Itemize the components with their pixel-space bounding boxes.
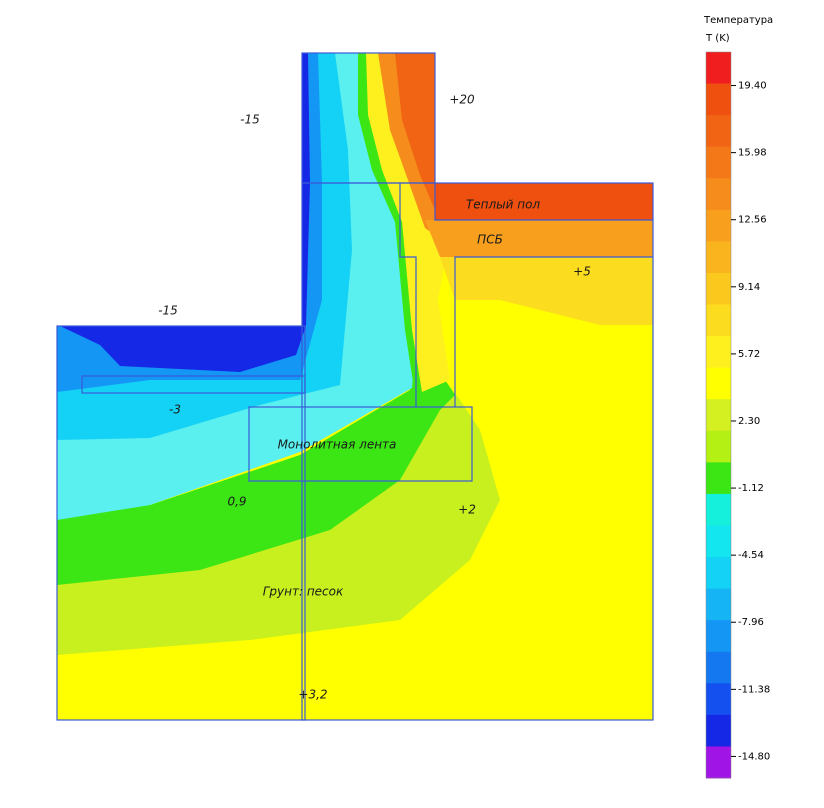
annotation: ПСБ (477, 233, 503, 247)
annotation: +20 (449, 93, 475, 107)
colorbar-band (706, 336, 731, 369)
left-outline (56, 325, 306, 721)
colorbar-tick-label: -4.54 (738, 550, 764, 561)
colorbar-tick-label: -7.96 (738, 617, 764, 628)
colorbar-band (706, 557, 731, 590)
field-light-orange (440, 257, 653, 325)
colorbar-band (706, 430, 731, 463)
colorbar-tick-label: 15.98 (738, 148, 767, 159)
colorbar-tick-label: 19.40 (738, 81, 767, 92)
body-outline (301, 182, 654, 721)
colorbar-band (706, 304, 731, 337)
insulation-strip (81, 375, 306, 394)
floor-line (434, 183, 653, 221)
colorbar-band (706, 52, 731, 85)
outlines (56, 52, 654, 721)
annotation: Монолитная лента (278, 438, 397, 452)
colorbar-tick-label: -14.80 (738, 751, 770, 762)
colorbar-tick-label: 5.72 (738, 349, 760, 360)
annotation: -15 (158, 304, 178, 318)
colorbar-band (706, 620, 731, 653)
colorbar-band (706, 146, 731, 179)
colorbar-band (706, 209, 731, 242)
colorbar-label: T (K) (705, 33, 730, 44)
colorbar-band (706, 493, 731, 526)
colorbar-band (706, 651, 731, 684)
annotation: +3,2 (298, 688, 327, 702)
annotation: 0,9 (227, 495, 246, 509)
field-green (57, 290, 455, 585)
colorbar-tick-label: -1.12 (738, 483, 764, 494)
field-dark-blue (60, 53, 310, 372)
annotation: -3 (169, 403, 181, 417)
colorbar-band (706, 115, 731, 148)
annotation: -15 (240, 113, 260, 127)
colorbar-band (706, 462, 731, 495)
colorbar-frame (705, 51, 732, 779)
field-blue (57, 53, 322, 392)
colorbar-band (706, 83, 731, 116)
colorbar-band (706, 683, 731, 716)
temperature-field (57, 53, 653, 720)
footing-outline (248, 406, 473, 482)
annotation: +2 (458, 503, 476, 517)
colorbar-title: Температура (703, 15, 773, 26)
floor-warm (435, 183, 653, 220)
colorbar-band (706, 178, 731, 211)
psb-line (454, 256, 653, 407)
colorbar-band (706, 746, 731, 779)
colorbar-band (706, 714, 731, 747)
annotation: Грунт: песок (263, 585, 344, 599)
colorbar-tick-label: 12.56 (738, 215, 767, 226)
annotations: -15 +20 Теплый пол ПСБ -15 +5 -3 Монолит… (158, 93, 591, 702)
colorbar-band (706, 399, 731, 432)
colorbar-tick-label: 2.30 (738, 416, 760, 427)
colorbar-tick-label: 9.14 (738, 282, 760, 293)
wall-orange-deep (395, 53, 435, 210)
floor-gradient (425, 220, 653, 257)
colorbar-band (706, 525, 731, 558)
colorbar-band (706, 367, 731, 400)
colorbar-tick-label: -11.38 (738, 684, 770, 695)
colorbar-band (706, 272, 731, 306)
annotation: +5 (573, 265, 591, 279)
colorbar-band (706, 241, 731, 274)
annotation: Теплый пол (466, 198, 541, 212)
insulation-line (399, 183, 417, 407)
colorbar-band (706, 588, 731, 621)
